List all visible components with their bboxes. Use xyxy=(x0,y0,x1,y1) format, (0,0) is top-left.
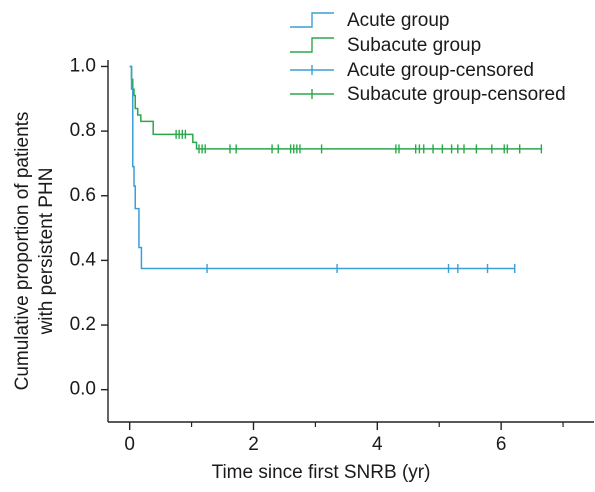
legend-acute-group-step-symbol xyxy=(290,12,334,28)
y-axis-title: Cumulative proportion of patients with p… xyxy=(12,112,57,391)
legend-subacute-group-censored-symbol xyxy=(290,89,334,99)
legend-acute-group-censored-symbol xyxy=(290,65,334,75)
y-tick-label: 0.8 xyxy=(70,120,96,141)
x-axis-title: Time since first SNRB (yr) xyxy=(212,462,431,483)
legend-subacute-group-label: Subacute group xyxy=(347,35,481,56)
y-axis-title-line-1: Cumulative proportion of patients xyxy=(12,112,33,391)
x-tick-label: 4 xyxy=(372,434,383,455)
subacute-group-step-line xyxy=(129,65,542,150)
legend-subacute-group-step-symbol xyxy=(290,37,334,53)
legend-item-acute-group: Acute group xyxy=(290,10,449,31)
legend-acute-group-censored-label: Acute group-censored xyxy=(347,60,534,81)
legend-item-subacute-group-censored: Subacute group-censored xyxy=(290,84,566,105)
legend-subacute-group-censored-label: Subacute group-censored xyxy=(347,84,566,105)
legend: Acute group Subacute group Acute group-c… xyxy=(290,10,566,105)
legend-item-acute-group-censored: Acute group-censored xyxy=(290,60,534,81)
legend-item-subacute-group: Subacute group xyxy=(290,35,481,56)
acute-group-step-line xyxy=(129,65,515,270)
y-axis-title-line-2: with persistent PHN xyxy=(36,168,57,336)
x-tick-label: 2 xyxy=(248,434,259,455)
plot-area xyxy=(129,65,543,273)
y-tick-label: 0.6 xyxy=(70,185,96,206)
y-tick-label: 0.4 xyxy=(70,249,97,270)
y-tick-label: 1.0 xyxy=(70,55,96,76)
legend-acute-group-label: Acute group xyxy=(347,10,449,31)
x-tick-label: 6 xyxy=(496,434,507,455)
x-tick-label: 0 xyxy=(124,434,135,455)
y-tick-label: 0.2 xyxy=(70,314,96,335)
axes: 0.0 0.2 0.4 0.6 0.8 1.0 0 2 4 6 xyxy=(70,55,594,455)
y-tick-label: 0.0 xyxy=(70,379,96,400)
